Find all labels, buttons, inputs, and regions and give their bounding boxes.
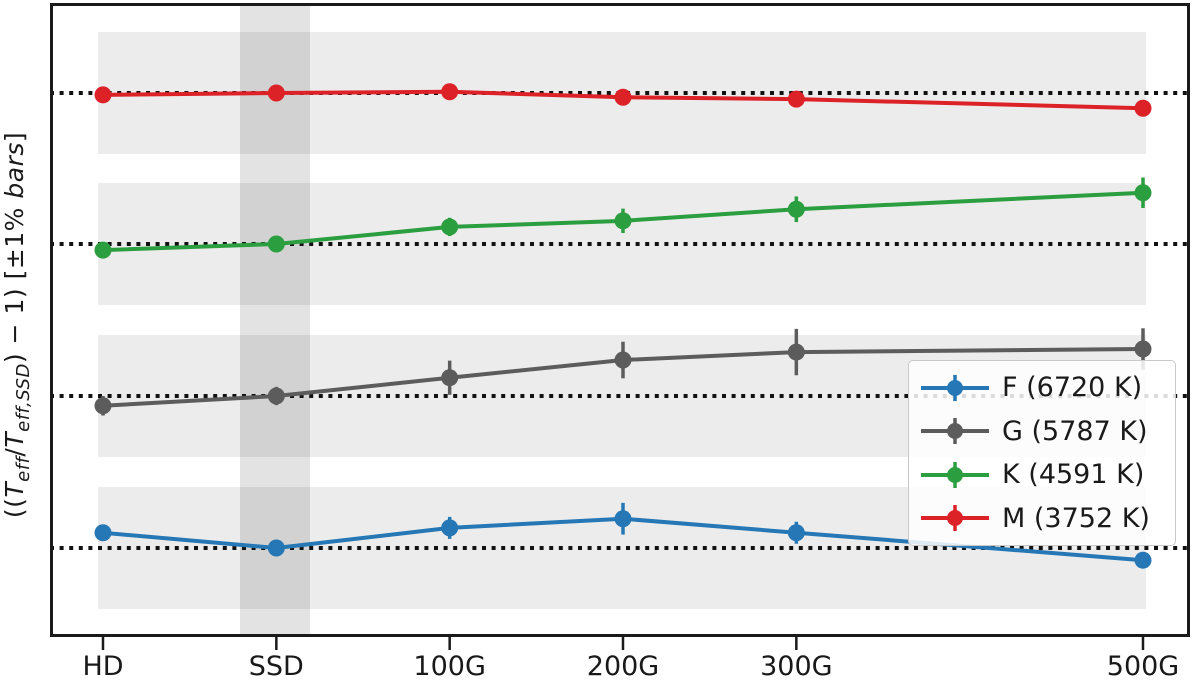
marker-F-SSD bbox=[267, 539, 285, 557]
legend-marker-K bbox=[921, 461, 989, 488]
legend-marker-F bbox=[921, 374, 989, 401]
x-tick-label-HD: HD bbox=[82, 651, 123, 682]
marker-G-300G bbox=[787, 343, 805, 361]
marker-K-300G bbox=[787, 200, 805, 218]
series-K bbox=[94, 177, 1152, 259]
legend-sample-shape bbox=[947, 510, 963, 527]
highlight-band-SSD bbox=[240, 3, 310, 637]
legend-marker-G bbox=[921, 418, 989, 445]
marker-K-HD bbox=[94, 241, 112, 259]
legend-label-K: K (4591 K) bbox=[1002, 459, 1145, 491]
legend-sample-shape bbox=[947, 466, 963, 483]
series-F bbox=[94, 502, 1152, 569]
marker-G-100G bbox=[441, 369, 459, 387]
marker-M-SSD bbox=[267, 84, 285, 102]
marker-M-500G bbox=[1134, 99, 1152, 117]
marker-M-100G bbox=[441, 83, 459, 101]
marker-K-100G bbox=[441, 218, 459, 236]
marker-M-200G bbox=[614, 88, 632, 106]
y-axis-label-segment: / bbox=[0, 447, 29, 457]
legend-entry-F: F (6720 K) bbox=[919, 368, 1165, 408]
x-tick-label-100G: 100G bbox=[413, 651, 485, 682]
marker-M-HD bbox=[94, 86, 112, 104]
x-tick-label-SSD: SSD bbox=[249, 651, 304, 682]
marker-G-HD bbox=[94, 397, 112, 415]
series-G bbox=[94, 328, 1152, 416]
legend-entry-M: M (3752 K) bbox=[919, 498, 1165, 538]
marker-F-200G bbox=[614, 510, 632, 528]
plot-spines bbox=[50, 3, 1190, 637]
y-axis-label-segment: eff bbox=[13, 456, 34, 482]
marker-F-HD bbox=[94, 524, 112, 542]
legend-entry-K: K (4591 K) bbox=[919, 455, 1165, 495]
x-tick-label-300G: 300G bbox=[760, 651, 832, 682]
y-axis-label: ((Teff/Teff,SSD) − 1) [±1% bars] bbox=[0, 132, 34, 518]
legend-entry-G: G (5787 K) bbox=[919, 411, 1165, 451]
y-axis-label-segment: bars bbox=[0, 142, 29, 199]
y-axis-label-segment: ) − 1) bbox=[0, 287, 29, 364]
marker-F-100G bbox=[441, 519, 459, 537]
y-axis-label-segment: ] bbox=[0, 131, 29, 143]
y-axis-label-segment: eff,SSD bbox=[13, 363, 34, 432]
marker-K-500G bbox=[1134, 184, 1152, 202]
legend-label-G: G (5787 K) bbox=[1002, 415, 1148, 447]
y-axis-label-segment: T bbox=[0, 431, 29, 448]
y-axis-label-segment: (( bbox=[0, 497, 29, 519]
legend-label-F: F (6720 K) bbox=[1002, 372, 1143, 404]
series-line-G bbox=[102, 347, 1144, 408]
legend-sample-shape bbox=[947, 379, 963, 396]
y-axis-label-segment: T bbox=[0, 481, 29, 498]
y-axis-label-segment: [ bbox=[0, 269, 29, 288]
series-M bbox=[94, 83, 1152, 117]
legend-sample-shape bbox=[947, 423, 963, 440]
marker-F-300G bbox=[787, 524, 805, 542]
x-tick-label-200G: 200G bbox=[587, 651, 659, 682]
x-tick-label-500G: 500G bbox=[1107, 651, 1179, 682]
marker-G-200G bbox=[614, 351, 632, 369]
y-axis-label-segment: ±1% bbox=[0, 198, 29, 270]
legend-marker-M bbox=[921, 505, 989, 532]
series-line-M bbox=[102, 89, 1144, 111]
series-line-K bbox=[102, 190, 1144, 253]
marker-K-SSD bbox=[267, 235, 285, 253]
marker-M-300G bbox=[787, 90, 805, 108]
legend-label-M: M (3752 K) bbox=[1002, 502, 1150, 534]
marker-G-SSD bbox=[267, 387, 285, 405]
marker-G-500G bbox=[1134, 340, 1152, 358]
series-line-F bbox=[102, 516, 1144, 563]
marker-F-500G bbox=[1134, 551, 1152, 569]
marker-K-200G bbox=[614, 212, 632, 230]
legend-box: F (6720 K) G (5787 K) K (4591 K) M (3752 K) bbox=[908, 360, 1176, 546]
